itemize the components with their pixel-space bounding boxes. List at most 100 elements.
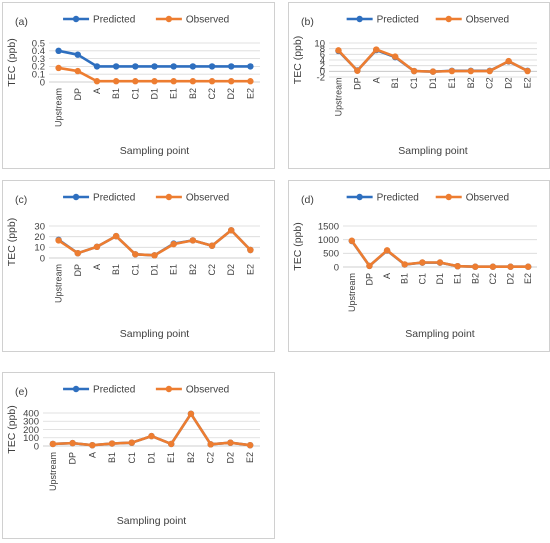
data-point-observed (89, 441, 96, 449)
data-point-predicted (112, 63, 120, 70)
data-point-observed (93, 243, 101, 250)
legend-marker-predicted (72, 385, 80, 393)
data-point-observed (335, 47, 342, 54)
data-point-observed (472, 263, 479, 270)
x-tick-label: DP (73, 88, 83, 101)
data-point-observed (128, 439, 135, 446)
x-tick-label: D2 (225, 452, 235, 464)
y-tick-label: 10 (314, 38, 325, 49)
data-point-observed (151, 252, 158, 259)
data-point-predicted (132, 63, 139, 70)
data-point-predicted (93, 63, 101, 70)
x-tick-label: B2 (188, 264, 198, 275)
x-tick-label: E2 (523, 273, 533, 284)
x-tick-label: DP (73, 264, 83, 277)
data-point-observed (486, 67, 493, 75)
data-point-observed (429, 68, 437, 75)
x-axis-title: Sampling point (120, 145, 190, 157)
x-tick-label: C1 (130, 264, 140, 276)
data-point-observed (507, 263, 514, 270)
x-tick-label: D2 (504, 77, 514, 89)
y-tick-label: 500 (323, 249, 339, 260)
data-point-observed (228, 227, 235, 234)
data-point-observed (410, 67, 418, 75)
legend-marker-predicted (72, 193, 80, 201)
x-tick-label: E1 (453, 273, 463, 284)
data-point-observed (383, 247, 391, 254)
chart-panel-a: (a) Predicted Observed 0.5 0.4 0.3 0.2 0.1 0 Upst… (2, 2, 275, 169)
data-point-observed (189, 78, 197, 85)
x-tick-label: B1 (111, 264, 121, 275)
data-point-observed (208, 78, 216, 85)
y-tick-label: 0.1 (32, 70, 45, 81)
x-tick-label: C2 (488, 273, 498, 285)
x-tick-label: E1 (447, 77, 457, 88)
x-tick-label: A (92, 264, 102, 270)
legend-marker-predicted (356, 15, 363, 23)
data-point-observed (354, 67, 361, 74)
y-tick-label: 0 (40, 253, 45, 264)
x-tick-label: B2 (466, 77, 476, 88)
data-point-observed (366, 262, 373, 270)
y-axis-title: TEC (ppb) (292, 36, 304, 84)
legend-label-observed: Observed (186, 193, 229, 204)
y-tick-label: 2 (320, 61, 325, 72)
data-point-observed (168, 440, 175, 448)
legend-label-predicted: Predicted (377, 15, 419, 26)
x-tick-label: D1 (428, 77, 438, 89)
x-tick-label: E2 (245, 264, 255, 275)
y-tick-label: 300 (23, 417, 39, 428)
x-tick-label: C2 (206, 452, 216, 464)
x-tick-label: E1 (166, 452, 176, 463)
series-line-observed (337, 48, 529, 73)
panel-label: (b) (301, 16, 314, 28)
data-point-observed (391, 53, 399, 60)
data-point-predicted (228, 63, 235, 70)
data-point-observed (93, 78, 101, 85)
y-tick-label: 20 (34, 232, 45, 243)
data-point-observed (489, 263, 497, 270)
data-point-predicted (189, 63, 197, 70)
y-tick-label: 0 (40, 77, 45, 88)
x-tick-label: D2 (226, 264, 236, 276)
data-point-observed (373, 46, 380, 53)
y-tick-label: 200 (23, 425, 39, 436)
x-tick-label: B1 (111, 88, 121, 99)
y-tick-label: 1000 (318, 235, 339, 246)
panel-label: (c) (15, 194, 27, 206)
y-tick-label: 0.2 (32, 62, 45, 73)
legend-marker-observed (165, 15, 173, 23)
chart-panel-e: (e) Predicted Observed 400 300 200 100 0 Upstrea… (2, 372, 275, 539)
y-axis-title: TEC (ppb) (6, 218, 18, 266)
chart-panel-d: (d) Predicted Observed 1500 1000 500 0 Upstream… (288, 180, 550, 352)
y-axis-title: TEC (ppb) (292, 222, 304, 270)
x-tick-label: C2 (207, 88, 217, 100)
data-point-observed (189, 237, 197, 244)
x-tick-label: B1 (390, 77, 400, 88)
x-tick-label: A (87, 452, 97, 458)
x-tick-label: C1 (127, 452, 137, 464)
y-tick-label: 6 (320, 50, 325, 61)
y-tick-label: 8 (320, 44, 325, 55)
data-point-observed (151, 78, 158, 85)
data-point-observed (208, 242, 216, 249)
chart-panel-c: (c) Predicted Observed 30 20 10 0 Upstream DP A B1… (2, 180, 275, 352)
data-point-observed (112, 232, 120, 240)
series-line-predicted (57, 228, 252, 257)
x-tick-label: DP (68, 452, 78, 465)
y-axis-title: TEC (ppb) (6, 405, 18, 453)
data-point-observed (505, 57, 512, 65)
x-tick-label: E1 (169, 264, 179, 275)
x-tick-label: E1 (169, 88, 179, 99)
chart-svg-a: (a) Predicted Observed 0.50.40.30.20.10 Upst… (6, 15, 260, 157)
y-tick-label: 0.5 (32, 38, 45, 49)
data-point-observed (467, 67, 475, 75)
data-point-observed (55, 237, 62, 244)
data-point-observed (227, 439, 234, 446)
x-tick-label: E2 (245, 452, 255, 463)
legend-marker-predicted (356, 193, 363, 201)
x-tick-label: DP (352, 77, 362, 90)
data-point-observed (132, 251, 139, 258)
